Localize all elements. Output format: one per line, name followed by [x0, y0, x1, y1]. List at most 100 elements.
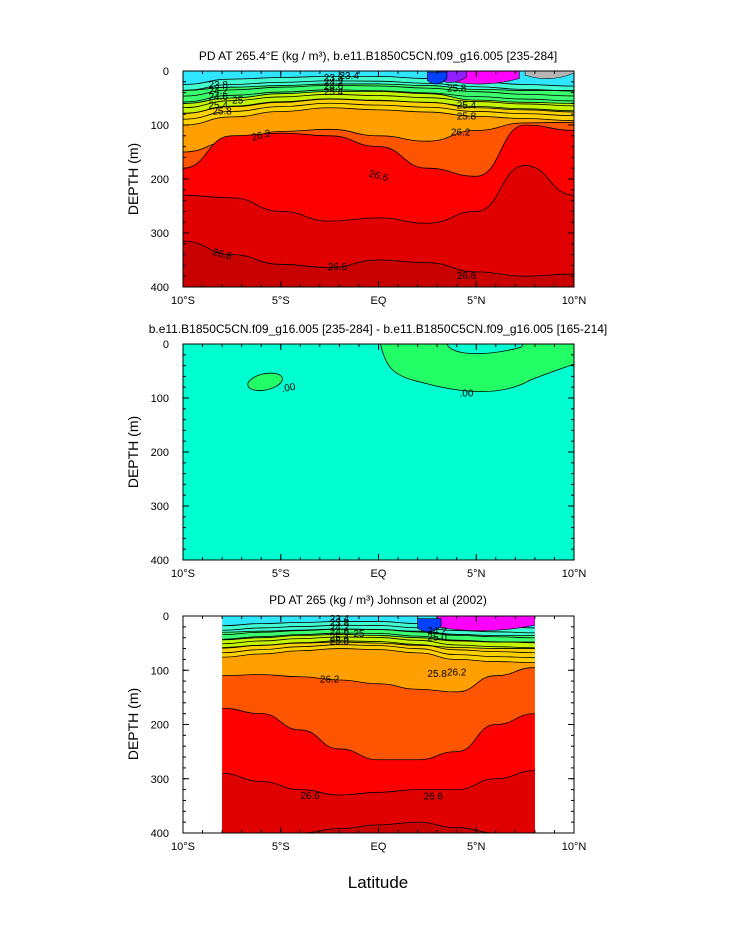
- contour-line: [222, 624, 535, 634]
- contour-label: 24.6: [330, 627, 350, 638]
- contour-label: 24.2: [208, 86, 228, 97]
- y-tick-label: 300: [151, 774, 169, 786]
- contour-line: [183, 107, 574, 126]
- contour-label: 26.6: [328, 262, 348, 273]
- y-tick-label: 0: [163, 66, 169, 78]
- contour-line: [222, 667, 535, 693]
- x-tick-label: 5°N: [467, 841, 486, 853]
- panel-3-axes: 10°S 5°S EQ 5°N 10°N 0 100 200 300 400: [151, 611, 587, 853]
- panel-3-contours: [222, 616, 535, 833]
- x-tick-label: 10°N: [562, 295, 587, 307]
- x-tick-label: 10°N: [562, 841, 587, 853]
- contour-label: 23.8: [208, 80, 228, 91]
- contour-label: 26.8: [211, 247, 233, 263]
- contour-label: 26.2: [320, 675, 340, 686]
- panel-3-plot: 23.423.824.224.6 2525.425.826.226.626.226…: [222, 614, 535, 833]
- surface-patch: [436, 616, 535, 632]
- anomaly-patch: [247, 372, 283, 391]
- y-tick-label: 200: [151, 447, 169, 459]
- contour-line: [222, 632, 535, 644]
- panel-3-title: PD AT 265 (kg / m³) Johnson et al (2002): [269, 593, 487, 607]
- y-tick-label: 200: [151, 720, 169, 732]
- contour-label: 25.8: [447, 83, 467, 94]
- contour-label: 25.8: [457, 112, 477, 123]
- contour-line: [183, 165, 574, 224]
- panel-1: PD AT 265.4°E (kg / m³), b.e11.B1850C5CN…: [125, 49, 586, 307]
- contour-line: [222, 707, 535, 761]
- contour-label: 26.2: [250, 128, 272, 144]
- contour-label: 26.6: [457, 271, 477, 282]
- contour-label: 24.6: [208, 92, 228, 103]
- contour-label: 25.8: [427, 669, 447, 680]
- contour-line: [222, 821, 535, 833]
- x-tick-label: 10°S: [171, 841, 195, 853]
- contour-label: 23.4: [330, 614, 350, 625]
- contour-band: [183, 241, 574, 287]
- x-tick-label: 5°N: [467, 568, 486, 580]
- contour-label: 26.2: [447, 668, 467, 679]
- surface-patch: [417, 618, 442, 633]
- contour-line: [222, 648, 535, 664]
- y-tick-label: 400: [151, 828, 169, 840]
- contour-band: [222, 770, 535, 833]
- contour-label: 25.8: [212, 107, 232, 118]
- panel-1-title: PD AT 265.4°E (kg / m³), b.e11.B1850C5CN…: [199, 49, 557, 63]
- surface-patch: [427, 71, 448, 85]
- contour-line: [222, 644, 535, 659]
- panel-1-ylabel: DEPTH (m): [125, 143, 141, 215]
- panel-2-contours: [183, 344, 574, 560]
- contour-label: 26.6: [300, 791, 320, 802]
- contour-line: [183, 84, 574, 97]
- contour-line: [183, 91, 574, 104]
- contour-line: [183, 80, 574, 92]
- x-tick-label: EQ: [371, 568, 387, 580]
- x-axis-label: Latitude: [348, 873, 409, 892]
- contour-line: [183, 98, 574, 114]
- y-tick-label: 300: [151, 501, 169, 513]
- y-tick-label: 100: [151, 393, 169, 405]
- anomaly-patch: [446, 344, 524, 355]
- contour-line: [183, 89, 574, 103]
- contour-label: 26.6: [368, 169, 390, 185]
- x-tick-label: 5°S: [272, 841, 290, 853]
- contour-label: 26.6: [424, 791, 444, 802]
- y-tick-label: 0: [163, 339, 169, 351]
- contour-label: 25.4: [208, 101, 228, 112]
- y-tick-label: 400: [151, 282, 169, 294]
- contour-label: 25.4: [330, 632, 350, 643]
- contour-label: 26.2: [451, 128, 471, 139]
- contour-label: 24.6: [324, 81, 344, 92]
- contour-label: 23.4: [339, 71, 359, 82]
- contour-label: 23.8: [324, 73, 344, 84]
- anomaly-patch: [380, 344, 574, 393]
- x-tick-label: 10°N: [562, 568, 587, 580]
- x-tick-label: 10°S: [171, 295, 195, 307]
- contour-label: 24.2: [330, 623, 350, 634]
- panel-3: PD AT 265 (kg / m³) Johnson et al (2002)…: [125, 593, 586, 853]
- contour-label: 25: [232, 95, 244, 106]
- y-tick-label: 300: [151, 228, 169, 240]
- contour-line: [222, 770, 535, 796]
- contour-band: [183, 165, 574, 287]
- contour-line: [222, 636, 535, 649]
- panel-2-plot: .00 .00: [183, 344, 574, 560]
- y-tick-label: 100: [151, 120, 169, 132]
- contour-line: [183, 83, 574, 91]
- panel-2-ylabel: DEPTH (m): [125, 416, 141, 488]
- contour-label: .00: [281, 382, 297, 395]
- x-tick-label: EQ: [371, 841, 387, 853]
- contour-label: 25.8: [330, 637, 350, 648]
- panel-3-ylabel: DEPTH (m): [125, 688, 141, 760]
- panel-2-title: b.e11.B1850C5CN.f09_g16.005 [235-284] - …: [149, 322, 608, 336]
- contour-label: 25.4: [324, 87, 344, 98]
- y-tick-label: 200: [151, 174, 169, 186]
- panel-2-axes: 10°S 5°S EQ 5°N 10°N 0 100 200 300 400: [151, 339, 587, 580]
- contour-line: [222, 640, 535, 654]
- panel-2: b.e11.B1850C5CN.f09_g16.005 [235-284] - …: [125, 322, 607, 580]
- y-tick-label: 400: [151, 555, 169, 567]
- contour-label: 25.4: [457, 101, 477, 112]
- panel-1-contours: [183, 71, 574, 287]
- panel-1-plot: 23.423.824.224.6 2525.425.826.226.626.825…: [183, 71, 574, 287]
- y-tick-label: 100: [151, 665, 169, 677]
